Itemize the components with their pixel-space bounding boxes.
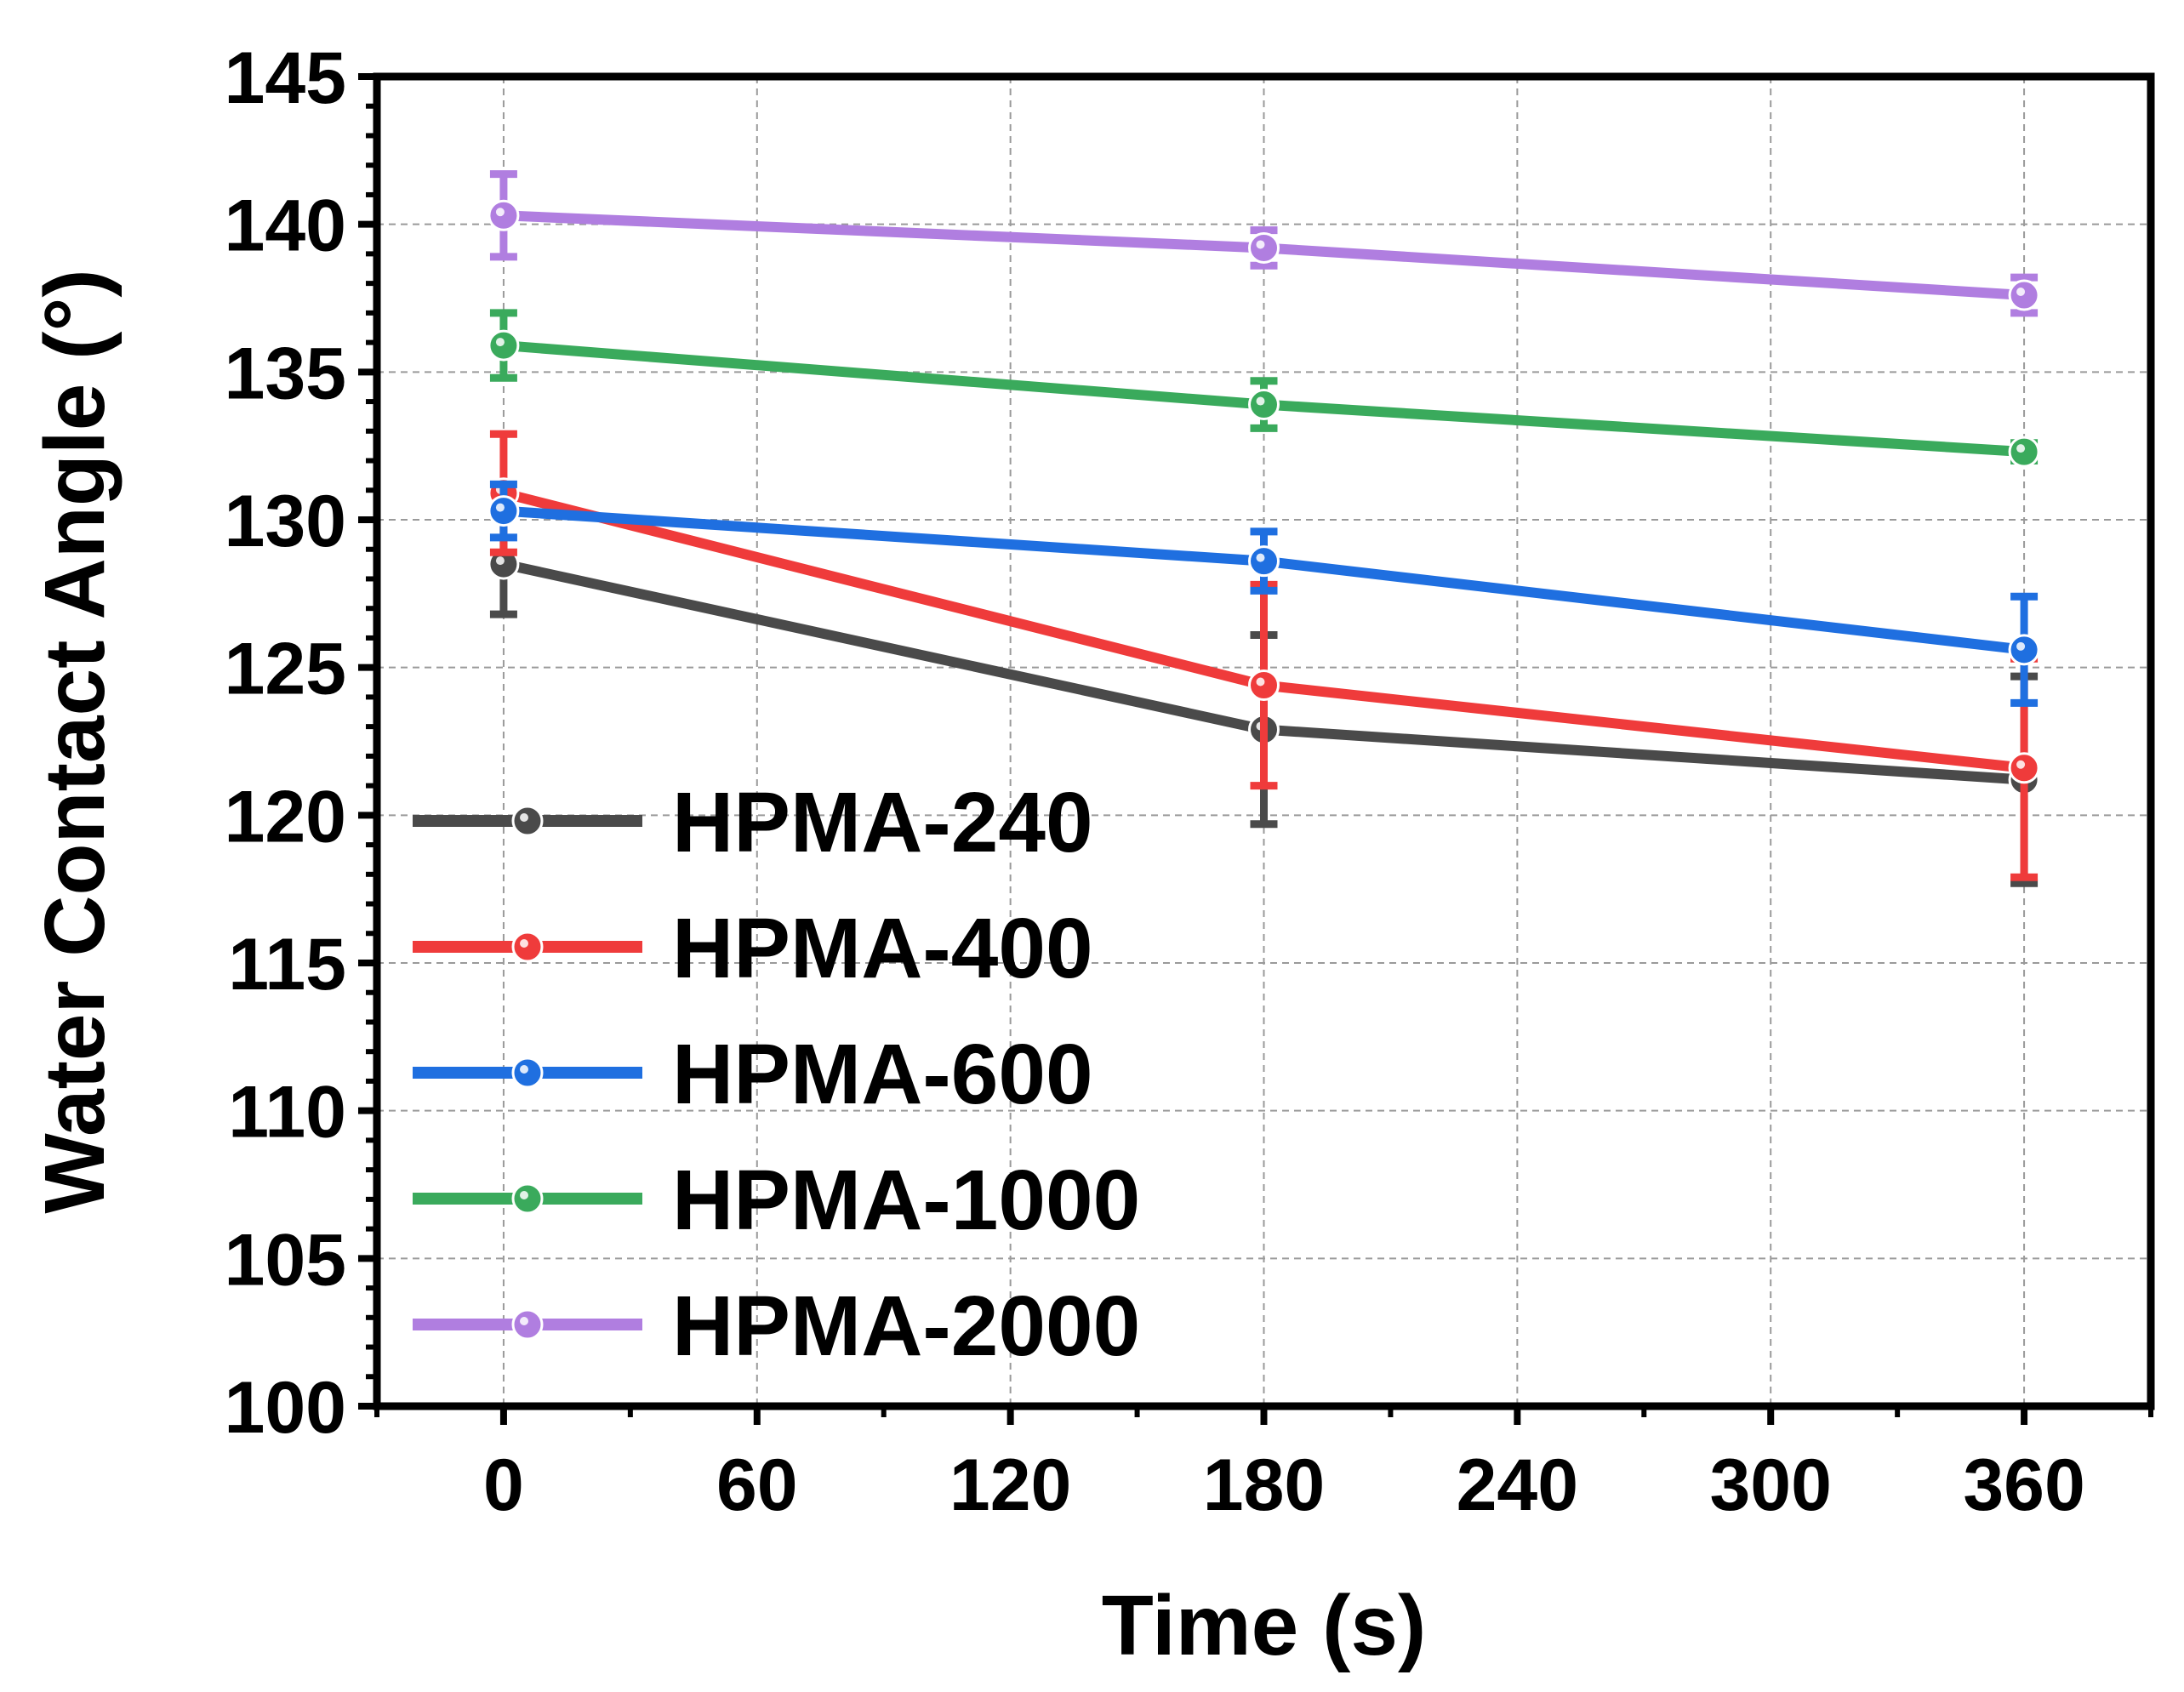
- data-point-highlight: [1256, 677, 1265, 686]
- data-point: [1248, 231, 1280, 264]
- minor-ticks: [366, 103, 2153, 1417]
- legend-swatch-highlight: [520, 813, 528, 822]
- data-point-highlight: [495, 208, 505, 217]
- legend-swatch-marker: [511, 1057, 544, 1089]
- data-point: [488, 199, 520, 231]
- legend-item-hpma-600: HPMA-600: [413, 1027, 1093, 1122]
- data-point-highlight: [2016, 641, 2026, 651]
- data-point: [2008, 752, 2040, 784]
- x-axis-title: Time (s): [1102, 1578, 1427, 1673]
- data-point-highlight: [2016, 444, 2026, 453]
- data-point: [1248, 669, 1280, 702]
- y-tick-label-2: 110: [228, 1072, 346, 1154]
- data-point-highlight: [495, 338, 505, 347]
- legend-swatch-marker: [511, 931, 544, 963]
- legend-label: HPMA-600: [672, 1027, 1093, 1122]
- y-tick-label-7: 135: [225, 333, 347, 414]
- data-point: [488, 495, 520, 527]
- legend-swatch-marker: [511, 805, 544, 837]
- x-tick-label-2: 120: [949, 1444, 1072, 1526]
- x-tick-label-4: 240: [1457, 1444, 1579, 1526]
- data-point-highlight: [2016, 288, 2026, 297]
- x-tick-label-1: 60: [716, 1444, 798, 1526]
- x-tick-label-5: 300: [1709, 1444, 1832, 1526]
- legend-item-hpma-1000: HPMA-1000: [413, 1153, 1140, 1248]
- y-tick-label-6: 130: [225, 481, 347, 562]
- data-point-highlight: [1256, 553, 1265, 562]
- x-tick-label-0: 0: [483, 1444, 524, 1526]
- series-hpma-2000: [488, 170, 2040, 317]
- y-axis-title: Water Contact Angle (°): [27, 269, 123, 1213]
- legend-item-hpma-2000: HPMA-2000: [413, 1279, 1140, 1374]
- x-tick-label-3: 180: [1203, 1444, 1326, 1526]
- data-point-highlight: [495, 503, 505, 512]
- legend-swatch-marker: [511, 1182, 544, 1215]
- legend-item-hpma-400: HPMA-400: [413, 901, 1093, 996]
- y-tick-label-0: 100: [225, 1367, 347, 1449]
- data-point: [2008, 436, 2040, 468]
- legend-swatch-highlight: [520, 1317, 528, 1325]
- series-layer: [488, 170, 2040, 887]
- y-tick-label-8: 140: [225, 185, 347, 267]
- y-tick-label-3: 115: [228, 924, 346, 1006]
- legend-swatch-marker: [511, 1308, 544, 1341]
- data-point-highlight: [1256, 396, 1265, 406]
- data-point-highlight: [2016, 760, 2026, 769]
- tick-labels: 0 60 120 180 240 300 360 100 105 110 115 120 125 130 1…: [225, 37, 2085, 1526]
- legend-swatch-highlight: [520, 1191, 528, 1199]
- y-tick-label-9: 145: [225, 37, 347, 119]
- data-point-highlight: [1256, 240, 1265, 249]
- legend-swatch-highlight: [520, 1065, 528, 1074]
- major-ticks: [358, 73, 2028, 1425]
- data-point: [1248, 545, 1280, 578]
- data-point: [1248, 389, 1280, 421]
- data-point-highlight: [495, 556, 505, 566]
- legend-swatch-highlight: [520, 939, 528, 948]
- legend-label: HPMA-2000: [672, 1279, 1140, 1374]
- y-tick-label-4: 120: [225, 776, 347, 857]
- series-hpma-600: [488, 480, 2040, 707]
- data-point: [2008, 279, 2040, 311]
- data-point: [2008, 634, 2040, 666]
- y-tick-label-5: 125: [225, 629, 347, 710]
- series-hpma-1000: [488, 309, 2040, 468]
- x-tick-label-6: 360: [1963, 1444, 2085, 1526]
- legend: HPMA-240 HPMA-400 HPMA-600 HPMA-1000 HPMA-20…: [413, 775, 1140, 1374]
- legend-label: HPMA-400: [672, 901, 1093, 996]
- legend-label: HPMA-240: [672, 775, 1093, 870]
- legend-item-hpma-240: HPMA-240: [413, 775, 1093, 870]
- data-point: [488, 329, 520, 362]
- y-tick-label-1: 105: [225, 1219, 347, 1301]
- legend-label: HPMA-1000: [672, 1153, 1140, 1248]
